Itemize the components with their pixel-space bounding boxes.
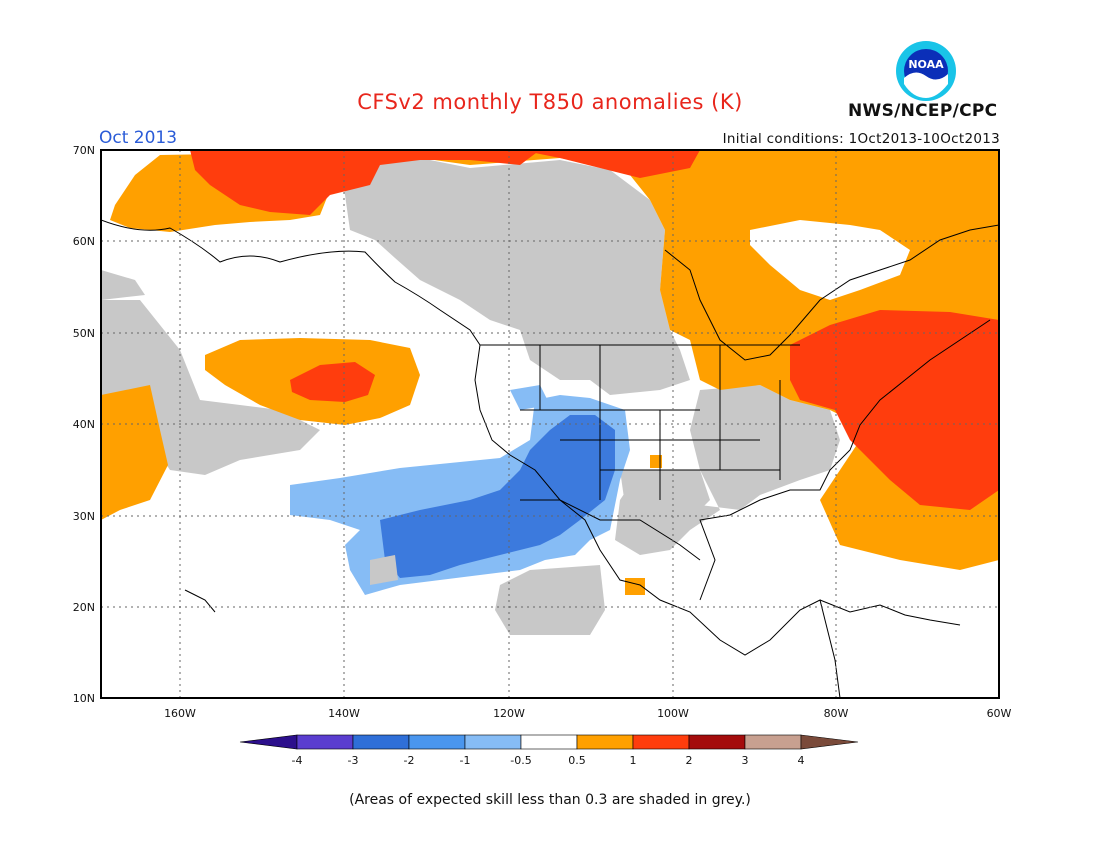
legend-swatch-gt-4 xyxy=(800,734,859,750)
lon-label: 140W xyxy=(328,707,360,720)
legend-swatch-lt-m4 xyxy=(239,734,298,750)
cool-anomaly-1-2 xyxy=(380,415,615,578)
legend-label: 4 xyxy=(798,754,805,767)
grey-area-baja-small xyxy=(370,555,398,585)
graticule xyxy=(101,150,999,698)
atlantic-gulf-coastline xyxy=(699,319,991,601)
skill-footnote: (Areas of expected skill less than 0.3 a… xyxy=(349,792,751,808)
legend-label: 3 xyxy=(742,754,749,767)
coastlines xyxy=(101,219,999,698)
state-borders xyxy=(520,345,781,500)
legend-swatch-05-1 xyxy=(576,734,634,750)
legend-swatch-2-3 xyxy=(688,734,746,750)
warm-area-nm-spot xyxy=(650,455,662,468)
anomaly-fields xyxy=(101,150,999,698)
warm-strong-arctic xyxy=(520,150,700,178)
us-mexico-border xyxy=(520,499,701,561)
legend-swatch-1-2 xyxy=(632,734,690,750)
warm-strong-alaska xyxy=(190,150,540,215)
map-title: CFSv2 monthly T850 anomalies (K) xyxy=(357,90,743,114)
caribbean-islands xyxy=(819,599,961,626)
agency-label: NWS/NCEP/CPC xyxy=(848,101,998,121)
hawaii-islands xyxy=(184,589,216,613)
lon-label: 120W xyxy=(493,707,525,720)
legend-label: 2 xyxy=(686,754,693,767)
legend-label: -3 xyxy=(348,754,359,767)
lat-label: 50N xyxy=(73,327,95,340)
grey-area-texas xyxy=(620,470,710,520)
noaa-logo-text: NOAA xyxy=(908,58,944,71)
legend-label: 1 xyxy=(630,754,637,767)
lat-label: 40N xyxy=(73,418,95,431)
latitude-labels: 10N 20N 30N 40N 50N 60N 70N xyxy=(73,144,95,705)
lon-label: 60W xyxy=(987,707,1012,720)
lon-label: 80W xyxy=(824,707,849,720)
warm-strong-pacific xyxy=(290,362,375,402)
legend-label: -2 xyxy=(404,754,415,767)
legend-label: 0.5 xyxy=(568,754,586,767)
legend-swatch-m3-m2 xyxy=(352,734,410,750)
pacific-coastline xyxy=(101,219,841,698)
lat-label: 60N xyxy=(73,235,95,248)
legend-swatch-m4-m3 xyxy=(296,734,354,750)
legend-label: -0.5 xyxy=(510,754,531,767)
lat-label: 20N xyxy=(73,601,95,614)
legend-swatch-neutral xyxy=(520,734,578,750)
hudson-bay-coastline xyxy=(664,224,999,361)
grey-area-canada xyxy=(340,158,690,395)
cool-strong-southwest xyxy=(380,415,615,578)
legend-swatch-3-4 xyxy=(744,734,802,750)
initial-conditions: Initial conditions: 1Oct2013-10Oct2013 xyxy=(722,131,1000,147)
lon-label: 160W xyxy=(164,707,196,720)
legend-label: -4 xyxy=(292,754,303,767)
lon-label: 100W xyxy=(657,707,689,720)
noaa-logo: NOAA xyxy=(896,41,956,101)
neutral-area-quebec xyxy=(750,220,910,300)
legend-label: -1 xyxy=(460,754,471,767)
longitude-labels: 160W 140W 120W 100W 80W 60W xyxy=(164,707,1011,720)
grey-area-pacific-nw xyxy=(101,270,145,300)
forecast-period: Oct 2013 xyxy=(99,128,178,148)
lat-label: 10N xyxy=(73,692,95,705)
color-legend: -4 -3 -2 -1 -0.5 0.5 1 2 3 4 xyxy=(239,734,859,767)
warm-anomaly-1-2 xyxy=(190,150,999,510)
map-frame xyxy=(100,149,1000,699)
legend-swatch-m1-m05 xyxy=(464,734,522,750)
grey-area-mexico-pacific xyxy=(495,565,605,635)
warm-area-pacific-west xyxy=(101,385,168,520)
lat-label: 70N xyxy=(73,144,95,157)
warm-strong-northeast xyxy=(790,310,999,510)
legend-swatch-m2-m1 xyxy=(408,734,466,750)
lat-label: 30N xyxy=(73,510,95,523)
